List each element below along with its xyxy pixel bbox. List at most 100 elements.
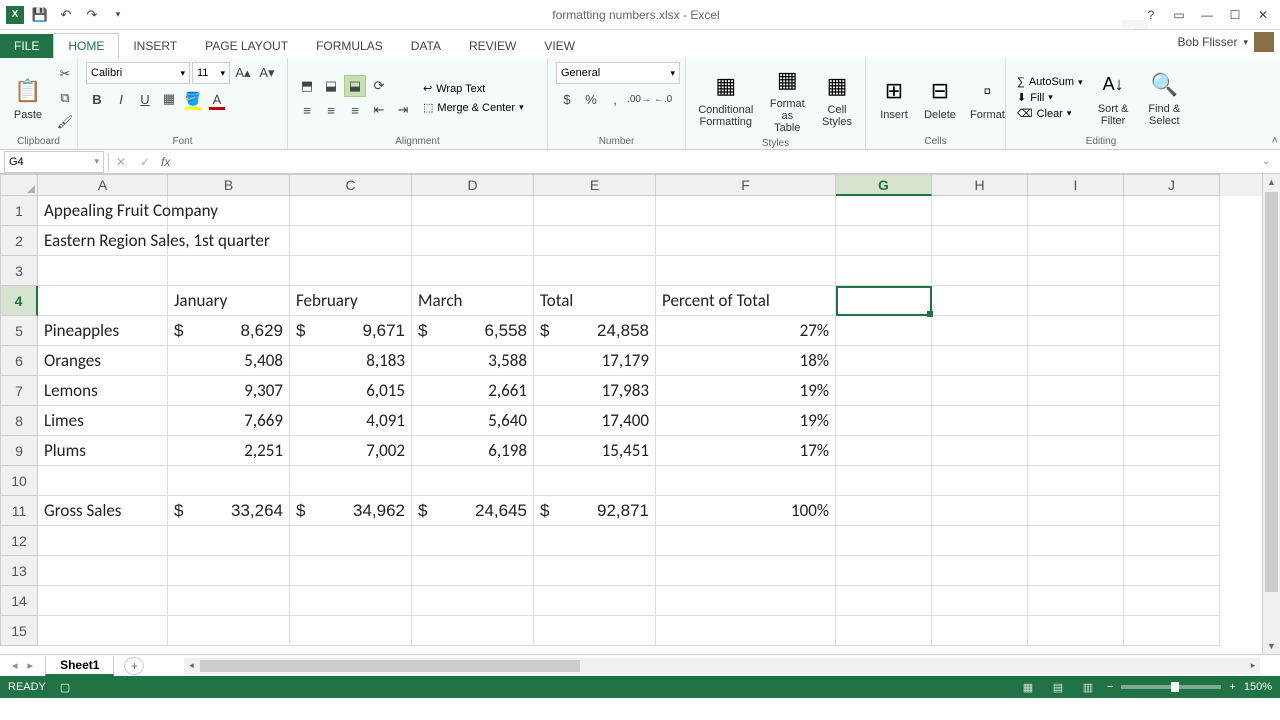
cell-H5[interactable] <box>932 316 1028 346</box>
cell-G12[interactable] <box>836 526 932 556</box>
cell-F5[interactable]: 27% <box>656 316 836 346</box>
cell-B2[interactable] <box>168 226 290 256</box>
border-button[interactable]: ▦ <box>158 88 180 110</box>
cell-F7[interactable]: 19% <box>656 376 836 406</box>
column-header-J[interactable]: J <box>1124 174 1220 196</box>
cell-I13[interactable] <box>1028 556 1124 586</box>
font-color-button[interactable]: A <box>206 88 228 110</box>
cell-I11[interactable] <box>1028 496 1124 526</box>
cell-D1[interactable] <box>412 196 534 226</box>
cell-B3[interactable] <box>168 256 290 286</box>
cell-G14[interactable] <box>836 586 932 616</box>
hscroll-thumb[interactable] <box>200 660 580 672</box>
cell-G1[interactable] <box>836 196 932 226</box>
cell-I9[interactable] <box>1028 436 1124 466</box>
row-header-4[interactable]: 4 <box>0 286 38 316</box>
cell-I5[interactable] <box>1028 316 1124 346</box>
orientation-icon[interactable]: ⟳ <box>368 75 390 97</box>
decrease-indent-icon[interactable]: ⇤ <box>368 99 390 121</box>
cell-E14[interactable] <box>534 586 656 616</box>
cell-F10[interactable] <box>656 466 836 496</box>
cell-A14[interactable] <box>38 586 168 616</box>
scroll-right-icon[interactable]: ▸ <box>1246 658 1260 674</box>
cell-J2[interactable] <box>1124 226 1220 256</box>
cell-C8[interactable]: 4,091 <box>290 406 412 436</box>
align-top-icon[interactable]: ⬒ <box>296 75 318 97</box>
cell-F2[interactable] <box>656 226 836 256</box>
enter-formula-icon[interactable]: ✓ <box>133 152 157 172</box>
row-header-3[interactable]: 3 <box>0 256 38 286</box>
cell-C7[interactable]: 6,015 <box>290 376 412 406</box>
cell-E13[interactable] <box>534 556 656 586</box>
sheet-nav-prev-icon[interactable]: ◂ <box>8 659 22 672</box>
increase-indent-icon[interactable]: ⇥ <box>392 99 414 121</box>
tab-view[interactable]: VIEW <box>530 34 589 58</box>
cell-B7[interactable]: 9,307 <box>168 376 290 406</box>
row-header-2[interactable]: 2 <box>0 226 38 256</box>
fill-handle[interactable] <box>927 311 933 317</box>
cell-H10[interactable] <box>932 466 1028 496</box>
cell-A6[interactable]: Oranges <box>38 346 168 376</box>
collapse-ribbon-icon[interactable]: ˄ <box>1272 135 1278 147</box>
cell-C15[interactable] <box>290 616 412 646</box>
macro-record-icon[interactable]: ▢ <box>60 681 70 694</box>
format-cells-button[interactable]: ▫ Format <box>966 73 1009 123</box>
row-header-14[interactable]: 14 <box>0 586 38 616</box>
zoom-out-icon[interactable]: − <box>1107 681 1113 693</box>
tab-page-layout[interactable]: PAGE LAYOUT <box>191 34 302 58</box>
cell-G11[interactable] <box>836 496 932 526</box>
merge-center-button[interactable]: ⬚Merge & Center▾ <box>420 100 527 115</box>
view-page-break-icon[interactable]: ▥ <box>1077 679 1099 695</box>
fx-icon[interactable]: fx <box>161 155 170 169</box>
cell-I10[interactable] <box>1028 466 1124 496</box>
user-area[interactable]: Bob Flisser ▾ <box>1177 32 1274 52</box>
cell-A12[interactable] <box>38 526 168 556</box>
cell-J3[interactable] <box>1124 256 1220 286</box>
cell-I4[interactable] <box>1028 286 1124 316</box>
cell-B5[interactable]: $8,629 <box>168 316 290 346</box>
cell-F14[interactable] <box>656 586 836 616</box>
cell-H9[interactable] <box>932 436 1028 466</box>
cut-icon[interactable]: ✂ <box>54 63 76 85</box>
view-normal-icon[interactable]: ▦ <box>1017 679 1039 695</box>
cell-J6[interactable] <box>1124 346 1220 376</box>
row-header-1[interactable]: 1 <box>0 196 38 226</box>
cell-F1[interactable] <box>656 196 836 226</box>
cell-I8[interactable] <box>1028 406 1124 436</box>
number-format-combo[interactable]: General▾ <box>556 62 680 84</box>
increase-font-icon[interactable]: A▴ <box>232 62 254 84</box>
cell-F4[interactable]: Percent of Total <box>656 286 836 316</box>
cell-C6[interactable]: 8,183 <box>290 346 412 376</box>
cell-D6[interactable]: 3,588 <box>412 346 534 376</box>
insert-cells-button[interactable]: ⊞ Insert <box>874 73 914 123</box>
accounting-format-icon[interactable]: $ <box>556 88 578 110</box>
scroll-up-icon[interactable]: ▲ <box>1263 174 1280 190</box>
close-icon[interactable]: ✕ <box>1250 5 1276 25</box>
horizontal-scrollbar[interactable]: ◂ ▸ <box>184 658 1260 674</box>
cell-I1[interactable] <box>1028 196 1124 226</box>
cell-C2[interactable] <box>290 226 412 256</box>
formula-input[interactable] <box>174 152 1262 172</box>
cell-F9[interactable]: 17% <box>656 436 836 466</box>
cell-H1[interactable] <box>932 196 1028 226</box>
cell-F8[interactable]: 19% <box>656 406 836 436</box>
cell-I6[interactable] <box>1028 346 1124 376</box>
column-header-G[interactable]: G <box>836 174 932 196</box>
cell-J10[interactable] <box>1124 466 1220 496</box>
find-select-button[interactable]: 🔍 Find & Select <box>1141 67 1188 129</box>
cell-D11[interactable]: $24,645 <box>412 496 534 526</box>
cell-B11[interactable]: $33,264 <box>168 496 290 526</box>
cell-B9[interactable]: 2,251 <box>168 436 290 466</box>
cell-A5[interactable]: Pineapples <box>38 316 168 346</box>
cell-C12[interactable] <box>290 526 412 556</box>
cell-E7[interactable]: 17,983 <box>534 376 656 406</box>
cell-A10[interactable] <box>38 466 168 496</box>
zoom-slider[interactable] <box>1121 685 1221 689</box>
decrease-decimal-icon[interactable]: ←.0 <box>652 88 674 110</box>
cell-D3[interactable] <box>412 256 534 286</box>
vertical-scrollbar[interactable]: ▲ ▼ <box>1262 174 1280 654</box>
cell-J12[interactable] <box>1124 526 1220 556</box>
cell-A3[interactable] <box>38 256 168 286</box>
row-header-12[interactable]: 12 <box>0 526 38 556</box>
tab-review[interactable]: REVIEW <box>455 34 530 58</box>
